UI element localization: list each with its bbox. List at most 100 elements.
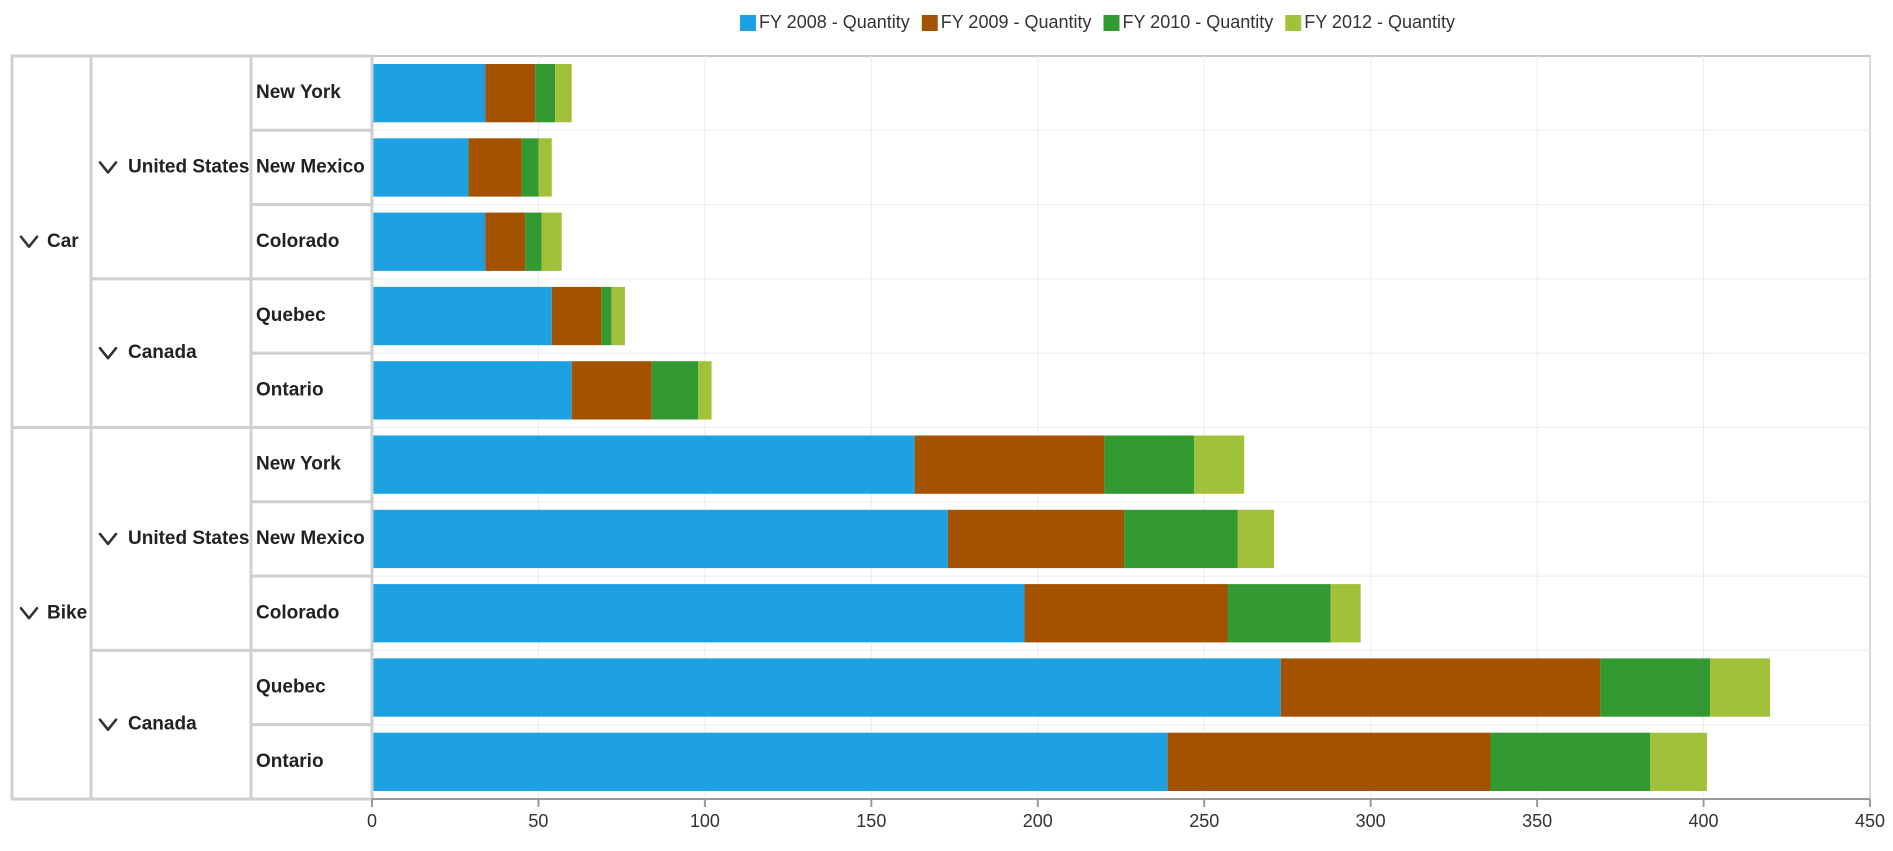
bar-car-united-states-new-mexico-fy-2012-quantity[interactable]: [538, 138, 552, 197]
bar-bike-united-states-new-york-fy-2009-quantity[interactable]: [914, 435, 1105, 494]
row-header-new-mexico: New Mexico: [256, 156, 365, 177]
row-header-quebec: Quebec: [256, 305, 326, 326]
bars: [372, 64, 1771, 791]
bar-bike-united-states-new-mexico-fy-2010-quantity[interactable]: [1124, 509, 1238, 569]
chevron-down-icon[interactable]: [98, 532, 118, 546]
row-header-cell-new-mexico: [249, 128, 374, 207]
bar-bike-united-states-new-york-fy-2008-quantity[interactable]: [372, 435, 915, 494]
row-header-ontario: Ontario: [256, 751, 324, 772]
x-tick-label: 400: [1689, 811, 1719, 831]
bar-bike-canada-quebec-fy-2008-quantity[interactable]: [372, 658, 1281, 717]
chevron-down-icon[interactable]: [98, 718, 118, 731]
bar-bike-canada-quebec-fy-2010-quantity[interactable]: [1600, 658, 1711, 717]
bar-bike-united-states-new-mexico-fy-2012-quantity[interactable]: [1237, 509, 1275, 569]
bar-bike-united-states-new-mexico-fy-2009-quantity[interactable]: [947, 509, 1125, 569]
bar-bike-united-states-colorado-fy-2012-quantity[interactable]: [1330, 584, 1361, 643]
legend[interactable]: FY 2008 - Quantity FY 2009 - Quantity FY 2…: [740, 12, 1455, 32]
row-header-ontario: Ontario: [256, 379, 324, 400]
row-header-cell-new-york: [249, 54, 374, 132]
chevron-down-icon[interactable]: [19, 235, 39, 249]
bar-bike-canada-quebec-fy-2009-quantity[interactable]: [1280, 658, 1601, 717]
bar-car-canada-ontario-fy-2009-quantity[interactable]: [571, 361, 652, 420]
bar-bike-united-states-colorado-fy-2009-quantity[interactable]: [1024, 584, 1228, 643]
bar-bike-united-states-colorado-fy-2010-quantity[interactable]: [1227, 584, 1331, 643]
bar-car-united-states-new-mexico-fy-2009-quantity[interactable]: [468, 138, 522, 197]
bar-car-canada-ontario-fy-2008-quantity[interactable]: [372, 361, 572, 420]
x-tick-label: 300: [1356, 811, 1386, 831]
row-header-cell-bike-united-states: [89, 426, 253, 652]
bar-car-canada-ontario-fy-2010-quantity[interactable]: [651, 361, 699, 420]
legend-swatch: [1103, 15, 1120, 31]
x-tick-label: 350: [1522, 811, 1552, 831]
row-header-cell-quebec: [249, 648, 374, 727]
chevron-down-icon[interactable]: [98, 161, 118, 174]
legend-label: FY 2009 - Quantity: [941, 12, 1092, 32]
bar-car-united-states-new-york-fy-2008-quantity[interactable]: [372, 64, 486, 123]
legend-item-fy-2010-quantity[interactable]: FY 2010 - Quantity: [1103, 12, 1274, 32]
bar-car-united-states-new-york-fy-2009-quantity[interactable]: [485, 64, 536, 123]
x-tick-label: 450: [1855, 811, 1885, 831]
bar-car-canada-ontario-fy-2012-quantity[interactable]: [698, 361, 712, 420]
row-header-cell-colorado: [249, 574, 374, 652]
row-header-new-mexico: New Mexico: [256, 528, 365, 549]
row-header-cell-colorado: [249, 203, 374, 281]
bar-bike-canada-ontario-fy-2008-quantity[interactable]: [372, 732, 1168, 791]
row-header-cell-car-united-states: [89, 54, 253, 281]
row-header-cell-ontario: [249, 351, 374, 430]
row-header-new-york: New York: [256, 82, 341, 103]
bar-bike-canada-ontario-fy-2012-quantity[interactable]: [1650, 732, 1707, 791]
x-tick-label: 150: [856, 811, 886, 831]
bar-car-united-states-new-york-fy-2012-quantity[interactable]: [555, 64, 572, 123]
row-header-new-york: New York: [256, 454, 341, 475]
legend-item-fy-2012-quantity[interactable]: FY 2012 - Quantity: [1285, 12, 1455, 32]
bar-car-canada-quebec-fy-2008-quantity[interactable]: [372, 286, 552, 346]
row-header-colorado: Colorado: [256, 231, 339, 252]
bar-bike-canada-quebec-fy-2012-quantity[interactable]: [1710, 658, 1771, 717]
row-header-canada: Canada: [128, 342, 197, 363]
bar-bike-united-states-new-york-fy-2010-quantity[interactable]: [1104, 435, 1195, 494]
bar-car-canada-quebec-fy-2009-quantity[interactable]: [551, 286, 602, 346]
legend-item-fy-2008-quantity[interactable]: FY 2008 - Quantity: [740, 12, 910, 32]
row-header-cell-car-canada: [89, 277, 253, 429]
x-tick-label: 50: [528, 811, 548, 831]
legend-label: FY 2012 - Quantity: [1304, 12, 1455, 32]
x-tick-label: 200: [1023, 811, 1053, 831]
bar-car-united-states-colorado-fy-2008-quantity[interactable]: [372, 212, 486, 271]
bar-car-united-states-new-mexico-fy-2010-quantity[interactable]: [521, 138, 539, 197]
bar-car-united-states-new-york-fy-2010-quantity[interactable]: [535, 64, 556, 123]
legend-swatch: [1285, 15, 1302, 31]
bar-bike-united-states-new-york-fy-2012-quantity[interactable]: [1194, 435, 1245, 494]
bar-bike-united-states-new-mexico-fy-2008-quantity[interactable]: [372, 509, 948, 569]
legend-swatch: [740, 15, 756, 31]
row-header-united-states: United States: [128, 528, 249, 549]
bar-car-united-states-new-mexico-fy-2008-quantity[interactable]: [372, 138, 469, 197]
legend-label: FY 2008 - Quantity: [759, 12, 910, 32]
x-axis: 0 50 100 150 200 250 300 350 400 450: [367, 798, 1885, 831]
row-headers: Car United States New York New Mexico Colora…: [10, 54, 374, 801]
row-header-quebec: Quebec: [256, 677, 326, 698]
bar-car-united-states-colorado-fy-2012-quantity[interactable]: [541, 212, 562, 271]
bar-car-canada-quebec-fy-2010-quantity[interactable]: [601, 286, 612, 346]
x-tick-label: 250: [1189, 811, 1219, 831]
bar-car-canada-quebec-fy-2012-quantity[interactable]: [611, 286, 625, 346]
chevron-down-icon[interactable]: [19, 606, 39, 620]
legend-label: FY 2010 - Quantity: [1123, 12, 1274, 32]
chevron-down-icon[interactable]: [98, 346, 118, 360]
bar-car-united-states-colorado-fy-2009-quantity[interactable]: [485, 212, 526, 271]
bar-bike-united-states-colorado-fy-2008-quantity[interactable]: [372, 584, 1025, 643]
x-tick-label: 100: [690, 811, 720, 831]
bar-bike-canada-ontario-fy-2009-quantity[interactable]: [1167, 732, 1491, 791]
row-header-cell-new-mexico: [249, 500, 374, 578]
row-header-car: Car: [47, 231, 79, 252]
row-header-cell-ontario: [249, 723, 374, 801]
legend-swatch: [921, 15, 938, 31]
x-tick-label: 0: [367, 811, 377, 831]
bar-car-united-states-colorado-fy-2010-quantity[interactable]: [525, 212, 542, 271]
bar-bike-canada-ontario-fy-2010-quantity[interactable]: [1490, 732, 1651, 791]
row-header-cell-bike-canada: [89, 648, 253, 801]
legend-item-fy-2009-quantity[interactable]: FY 2009 - Quantity: [921, 12, 1092, 32]
row-header-colorado: Colorado: [256, 602, 339, 623]
row-header-united-states: United States: [128, 156, 249, 177]
row-header-canada: Canada: [128, 714, 197, 735]
